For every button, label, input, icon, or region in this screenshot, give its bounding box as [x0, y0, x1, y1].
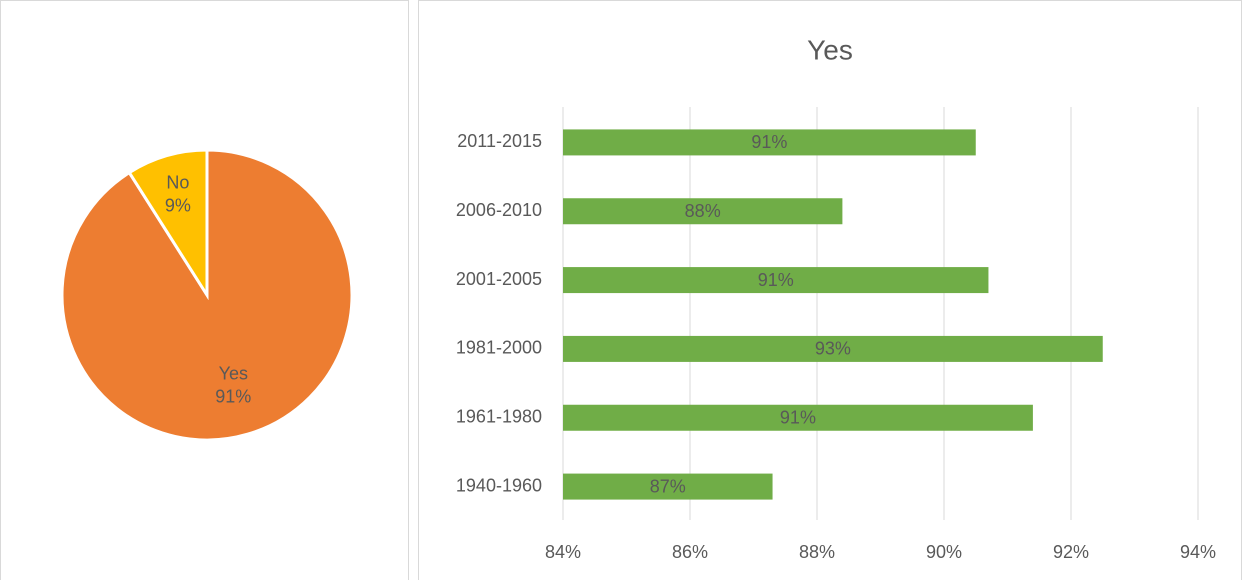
x-tick-label: 92% — [1053, 542, 1089, 562]
y-tick-label: 2001-2005 — [456, 269, 542, 289]
data-label: 91% — [751, 132, 787, 152]
grid — [562, 107, 1199, 520]
slice-label: 9% — [165, 195, 191, 215]
x-tick-label: 94% — [1180, 542, 1216, 562]
y-tick-label: 2011-2015 — [457, 131, 542, 151]
bar — [563, 267, 989, 294]
bar — [563, 473, 773, 500]
slice-label: 91% — [215, 386, 251, 406]
data-label: 87% — [650, 476, 686, 496]
data-label: 91% — [780, 408, 816, 428]
slice-category: No — [166, 172, 189, 192]
slice-category: Yes — [219, 363, 248, 383]
bar — [563, 129, 976, 156]
x-tick-label: 90% — [926, 542, 962, 562]
bar — [563, 335, 1103, 362]
y-tick-label: 1940-1960 — [456, 475, 542, 495]
bar — [563, 198, 843, 225]
pie-slice — [127, 148, 209, 301]
y-tick-label: 1961-1980 — [456, 407, 542, 427]
y-tick-label: 2006-2010 — [456, 200, 542, 220]
bar — [563, 404, 1033, 431]
data-label: 93% — [815, 339, 851, 359]
chart-title: Yes — [807, 34, 853, 65]
x-tick-label: 84% — [545, 542, 581, 562]
x-tick-label: 86% — [672, 542, 708, 562]
data-label: 91% — [758, 270, 794, 290]
x-tick-label: 88% — [799, 542, 835, 562]
bar-chart: 84% 86% 88% 90% 92% 94% 2011-2015 91% 2006-2010 8… — [456, 129, 1216, 562]
y-tick-label: 1981-2000 — [456, 338, 542, 358]
data-label: 88% — [685, 201, 721, 221]
pie-chart: Yes 91% No 9% — [60, 148, 354, 442]
